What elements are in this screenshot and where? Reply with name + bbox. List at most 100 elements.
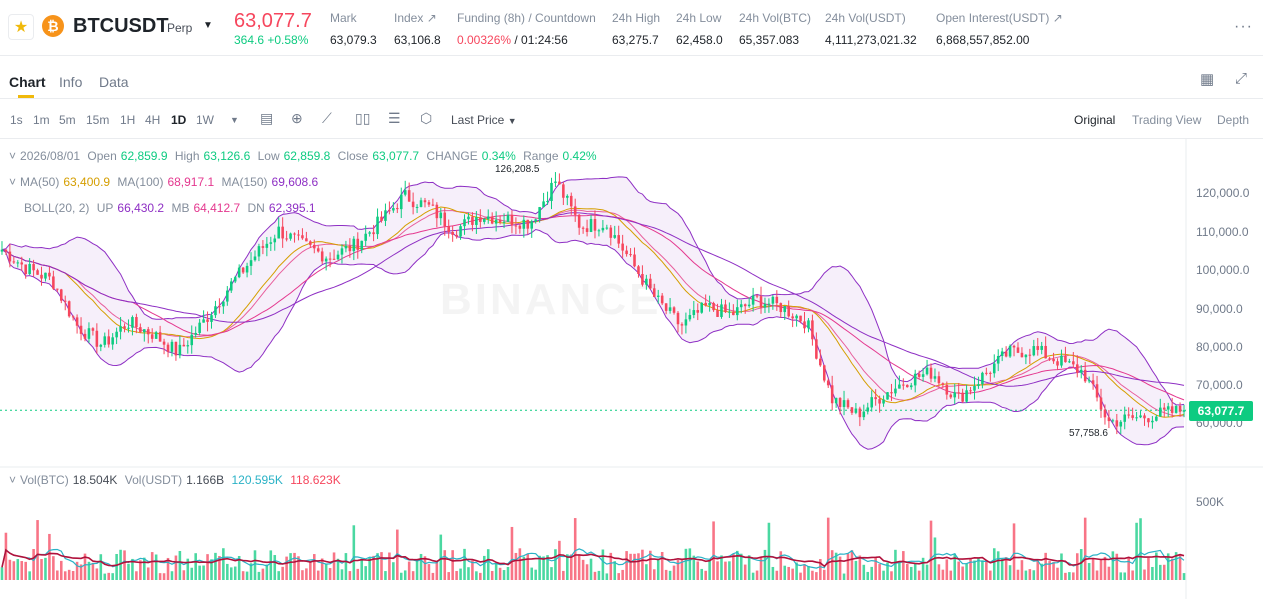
stat-mark: Mark 63,079.3 [330, 11, 377, 47]
ma-legend: ˅ MA(50) 63,400.9 MA(100) 68,917.1 MA(150) 6… [9, 175, 319, 189]
candle-body [1060, 355, 1063, 366]
view-trading-view[interactable]: Trading View [1132, 113, 1202, 127]
interval-5m[interactable]: 5m [59, 113, 76, 127]
volume-bar [751, 572, 755, 580]
volume-bar [763, 549, 767, 580]
volume-bar [546, 555, 549, 580]
hexagon-icon[interactable]: ⬡ [420, 110, 433, 126]
view-original[interactable]: Original [1074, 113, 1116, 127]
candle-body [115, 331, 118, 338]
ohlc-legend: ˅ 2026/08/01 Open 62,859.9 High 63,126.6 Lo… [9, 149, 597, 163]
candle-body [866, 407, 870, 412]
candle-body [822, 365, 826, 381]
volume-bar [601, 549, 605, 580]
more-intervals-icon[interactable]: ▼ [230, 115, 239, 125]
stat-index[interactable]: Index ↗ 63,106.8 [394, 11, 441, 47]
volume-bar [83, 553, 87, 580]
volume-bar [799, 572, 802, 580]
symbol-dropdown-icon[interactable]: ▼ [203, 20, 213, 31]
volume-bar [518, 548, 522, 580]
volume-bar [1087, 563, 1091, 580]
volume-bar [1139, 518, 1142, 580]
view-depth[interactable]: Depth [1217, 113, 1250, 127]
add-indicator-icon[interactable]: ⊕ [291, 110, 303, 126]
interval-1d[interactable]: 1D [171, 113, 187, 127]
candle-body [356, 238, 360, 250]
volume-bar [514, 552, 518, 580]
candle-body [554, 181, 557, 183]
more-options-icon[interactable]: ··· [1234, 18, 1253, 35]
candle-body [834, 397, 838, 404]
volume-bar [305, 568, 308, 580]
candle-body [368, 232, 371, 234]
volume-bar [1170, 558, 1174, 580]
candle-body [1151, 420, 1154, 423]
volume-bar [937, 564, 941, 580]
volume-bar [917, 570, 921, 580]
symbol-name[interactable]: BTCUSDT [73, 15, 169, 37]
candle-body [858, 408, 862, 418]
volume-bar [985, 561, 988, 580]
candle-type-icon[interactable]: ▯▯ [355, 110, 371, 126]
favorite-star-icon[interactable]: ★ [8, 14, 34, 40]
candle-body [435, 204, 439, 219]
candle-body [933, 376, 937, 379]
interval-1m[interactable]: 1m [33, 113, 50, 127]
volume-bar [688, 548, 692, 580]
calendar-icon[interactable]: ▤ [260, 110, 274, 126]
line-chart-icon[interactable]: ⟋ [322, 110, 332, 126]
candle-body [206, 319, 209, 322]
interval-1s[interactable]: 1s [10, 113, 23, 127]
volume-bar [850, 550, 854, 580]
divider [0, 138, 1263, 139]
candlestick-chart[interactable] [0, 139, 1263, 599]
candle-body [720, 304, 723, 317]
volume-bar [20, 561, 24, 580]
ma150-line [1, 212, 1185, 387]
candle-body [668, 307, 672, 311]
volume-bar [494, 563, 498, 580]
settings-list-icon[interactable]: ☰ [388, 110, 401, 126]
interval-4h[interactable]: 4H [145, 113, 161, 127]
volume-bar [447, 572, 450, 580]
interval-15m[interactable]: 15m [86, 113, 110, 127]
volume-bar [562, 570, 565, 580]
volume-bar [261, 568, 265, 580]
volume-bar [44, 557, 47, 580]
volume-bar [467, 567, 470, 580]
candle-body [87, 328, 91, 339]
volume-bar [403, 570, 407, 580]
candle-body [846, 400, 850, 408]
candle-body [16, 262, 20, 264]
candle-body [249, 260, 253, 266]
volume-bar [119, 549, 122, 580]
interval-1h[interactable]: 1H [120, 113, 136, 127]
candle-body [273, 238, 277, 243]
candle-body [894, 388, 897, 394]
tab-info[interactable]: Info [59, 74, 83, 90]
volume-bar [1079, 549, 1083, 580]
tab-chart[interactable]: Chart [9, 74, 46, 90]
fullscreen-icon[interactable]: ⤢ [1235, 70, 1248, 87]
volume-bar [826, 517, 830, 580]
volume-bar [846, 553, 850, 580]
candle-body [1127, 414, 1130, 416]
bitcoin-icon: ₿ [42, 15, 64, 37]
candle-body [494, 219, 498, 224]
tab-data[interactable]: Data [99, 74, 129, 90]
volume-bar [1040, 563, 1043, 580]
candle-body [882, 399, 885, 404]
stat-open-interest[interactable]: Open Interest(USDT) ↗ 6,868,557,852.00 [936, 11, 1063, 47]
volume-bar [158, 573, 162, 580]
candle-body [119, 326, 122, 332]
volume-bar [957, 561, 960, 580]
volume-bar [143, 557, 146, 580]
candle-body [775, 296, 779, 304]
interval-1w[interactable]: 1W [196, 113, 214, 127]
volume-bar [1135, 522, 1138, 580]
candle-body [601, 227, 605, 231]
candle-body [229, 281, 233, 291]
layout-grid-icon[interactable]: ▦ [1200, 71, 1215, 88]
volume-bar [415, 559, 419, 580]
price-type-select[interactable]: Last Price ▼ [451, 113, 517, 127]
